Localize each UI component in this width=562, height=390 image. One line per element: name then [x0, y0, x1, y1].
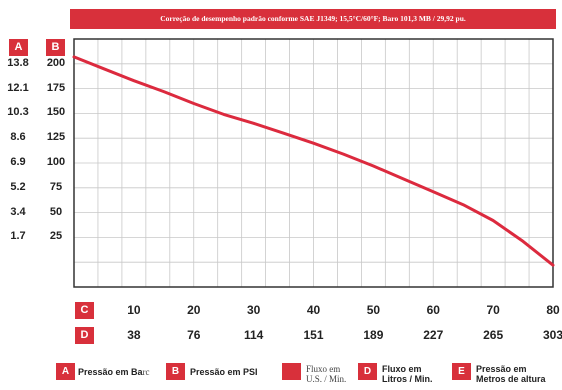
x-axis-d-tick-label: 76: [187, 328, 201, 342]
legend-label-d: Fluxo em Litros / Min.: [382, 364, 433, 384]
legend-text-c2: U.S. / Min.: [306, 374, 347, 384]
legend-tag-c: C: [282, 363, 301, 380]
x-axis-d-tick-label: 189: [363, 328, 384, 342]
y-axis-a-tick-label: 8.6: [10, 131, 26, 144]
y-axis-b-tick-label: 125: [46, 131, 66, 144]
legend-label-a: Pressão em Barc: [78, 367, 150, 377]
legend-label-c: Fluxo em U.S. / Min.: [306, 364, 346, 384]
x-axis-d-tick-label: 151: [303, 328, 324, 342]
legend-tag-a: A: [56, 363, 75, 380]
y-axis-b-tick-label: 175: [46, 81, 66, 94]
x-axis-c-tick-label: 20: [187, 303, 201, 317]
legend-text-e2: Metros de altura: [476, 374, 546, 384]
y-axis-b-tick-label: 25: [49, 230, 63, 243]
legend-label-e: Pressão em Metros de altura: [476, 364, 546, 384]
x-axis-c-tick-label: 50: [366, 303, 381, 317]
legend-tag-e: E: [452, 363, 471, 380]
y-axis-b-tick-label: 200: [46, 56, 66, 69]
y-axis-a-tick-label: 6.9: [10, 156, 26, 168]
y-axis-a-tick-label: 10.3: [7, 106, 29, 119]
legend-item-a: A Pressão em Barc: [56, 363, 150, 380]
x-axis-d-tick-label: 114: [243, 328, 264, 342]
axis-b-tag: B: [46, 39, 65, 56]
y-axis-b-tick-label: 100: [46, 156, 66, 168]
legend-label-b: Pressão em PSI: [190, 367, 258, 377]
x-axis-c-tick-label: 10: [127, 303, 141, 317]
legend-tag-b: B: [166, 363, 185, 380]
y-axis-b-tick-label: 150: [46, 106, 66, 119]
y-axis-b-tick-label: 50: [49, 205, 63, 218]
x-axis-c-tick-label: 40: [306, 303, 321, 317]
x-axis-c-tick-label: 70: [486, 303, 500, 317]
x-axis-d-tick-label: 227: [423, 328, 444, 342]
performance-curve: [72, 55, 555, 267]
axis-c-tag: C: [75, 302, 94, 319]
legend-text-a: Pressão em Ba: [78, 367, 143, 377]
y-axis-a-tick-label: 13.8: [7, 56, 29, 69]
legend-text-d2: Litros / Min.: [382, 374, 433, 384]
plot-border: [73, 38, 554, 288]
legend-item-c: C Fluxo em U.S. / Min.: [282, 363, 346, 384]
x-axis-c-tick-label: 80: [546, 303, 560, 317]
legend-item-e: E Pressão em Metros de altura: [452, 363, 546, 384]
x-axis-c-tick-label: 60: [426, 303, 440, 317]
y-axis-b-tick-label: 75: [49, 180, 63, 193]
axis-a-tag: A: [9, 39, 28, 56]
legend-text-a-tail: rc: [142, 367, 150, 377]
y-axis-a-tick-label: 1.7: [10, 230, 26, 243]
legend-text-c1: Fluxo em: [306, 364, 341, 374]
x-axis-d-tick-label: 303: [542, 328, 562, 342]
legend-text-e1: Pressão em: [476, 364, 527, 374]
axis-d-tag: D: [75, 327, 94, 344]
chart-title: Correção de desempenho padrão conforme S…: [70, 9, 556, 29]
y-axis-a-tick-label: 3.4: [10, 205, 26, 218]
legend-tag-d: D: [358, 363, 377, 380]
y-axis-a-tick-label: 5.2: [10, 180, 26, 193]
legend-item-d: D Fluxo em Litros / Min.: [358, 363, 433, 384]
x-axis-c-tick-label: 30: [246, 303, 261, 317]
legend-item-b: B Pressão em PSI: [166, 363, 258, 380]
x-axis-d-tick-label: 38: [127, 328, 141, 342]
y-axis-a-tick-label: 12.1: [7, 81, 29, 94]
legend-text-d1: Fluxo em: [382, 364, 422, 374]
x-axis-d-tick-label: 265: [483, 328, 504, 342]
